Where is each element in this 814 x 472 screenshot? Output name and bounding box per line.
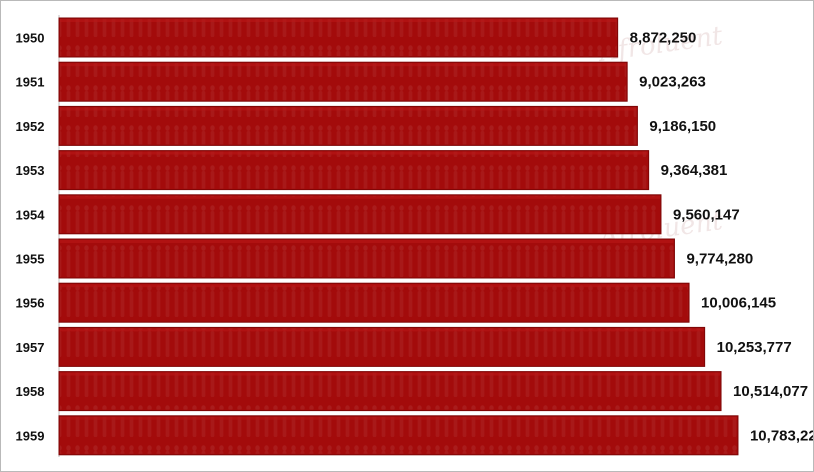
bar-texture-1950	[60, 19, 617, 56]
value-label-1956: 10,006,145	[701, 295, 776, 312]
category-labels: 1950 1951 1952 1953 1954 1955 1956 1957 1958 1959	[16, 31, 46, 444]
value-label-1955: 9,774,280	[686, 251, 753, 268]
value-label-1952: 9,186,150	[649, 118, 716, 135]
bar-texture-1959	[60, 416, 737, 454]
category-label-1957: 1957	[16, 340, 45, 355]
bar-highlight-1957	[60, 328, 704, 332]
bar-highlight-1952	[60, 107, 637, 111]
category-label-1956: 1956	[16, 296, 45, 311]
category-label-1951: 1951	[16, 75, 45, 90]
value-label-1958: 10,514,077	[733, 383, 808, 400]
category-label-1954: 1954	[16, 207, 46, 222]
bar-highlight-1955	[60, 240, 674, 243]
bar-highlight-1959	[60, 416, 737, 420]
value-label-1954: 9,560,147	[673, 206, 740, 223]
category-label-1952: 1952	[16, 119, 45, 134]
bar-texture-1952	[60, 107, 637, 145]
bar-texture-1958	[60, 372, 721, 410]
bar-highlight-1951	[60, 63, 627, 67]
category-label-1959: 1959	[16, 428, 45, 443]
bar-highlight-1954	[60, 195, 660, 199]
bar-highlight-1958	[60, 372, 721, 376]
bar-texture-1957	[60, 328, 704, 366]
category-label-1953: 1953	[16, 163, 45, 178]
category-label-1950: 1950	[16, 31, 45, 46]
value-label-1959: 10,783,228	[750, 427, 813, 444]
bar-texture-1953	[60, 151, 648, 189]
bar-highlight-1950	[60, 19, 617, 22]
bar-texture-1954	[60, 195, 660, 233]
bars-group	[58, 17, 739, 456]
value-labels: 8,872,250 9,023,263 9,186,150 9,364,381 9,56…	[630, 30, 813, 445]
bar-texture-1955	[60, 240, 674, 277]
value-label-1951: 9,023,263	[639, 74, 706, 91]
value-label-1957: 10,253,777	[717, 339, 792, 356]
value-label-1950: 8,872,250	[630, 30, 697, 47]
bar-texture-1956	[60, 284, 689, 322]
value-label-1953: 9,364,381	[661, 162, 728, 179]
category-label-1958: 1958	[16, 384, 45, 399]
category-label-1955: 1955	[16, 252, 45, 267]
bar-highlight-1956	[60, 284, 689, 288]
bar-texture-1951	[60, 63, 627, 101]
bar-highlight-1953	[60, 151, 648, 155]
